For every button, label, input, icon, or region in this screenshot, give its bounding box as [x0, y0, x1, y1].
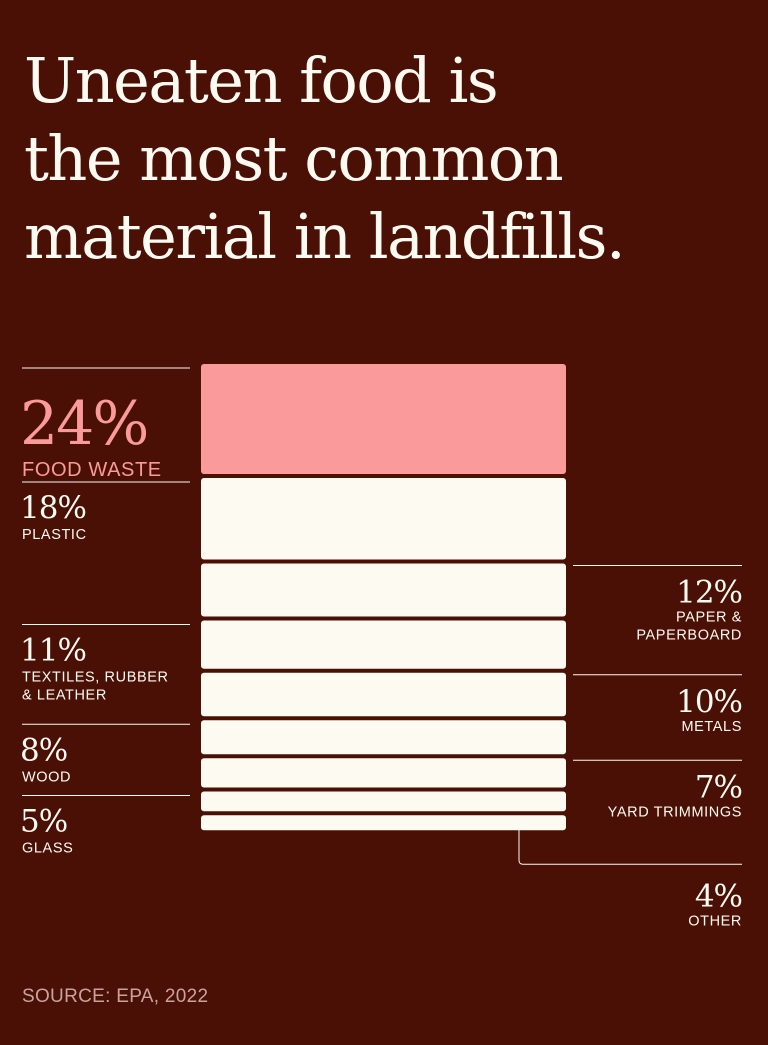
pct-label-other: 4% [695, 878, 742, 914]
pct-label-yard-trimmings: 7% [695, 769, 742, 805]
source-note: SOURCE: EPA, 2022 [22, 986, 209, 1007]
bar-other [201, 815, 566, 831]
bar-food-waste [201, 364, 566, 474]
category-label-other: OTHER [688, 913, 742, 929]
title-line-2: the most common [24, 122, 564, 195]
pct-label-food-waste: 24% [20, 389, 147, 459]
chart-title: Uneaten food is the most common material… [24, 42, 744, 276]
pct-label-metals: 10% [676, 684, 742, 720]
bar-paper-paperboard [201, 563, 566, 617]
bar-yard-trimmings [201, 758, 566, 788]
category-label-paper-paperboard: PAPER & [676, 610, 742, 626]
bar-textiles-rubber-leather [201, 620, 566, 669]
pct-label-glass: 5% [20, 804, 67, 840]
bar-wood [201, 720, 566, 755]
category-label-yard-trimmings: YARD TRIMMINGS [608, 804, 742, 820]
category-label-textiles-rubber-leather: & LEATHER [22, 688, 107, 704]
category-label-wood: WOOD [22, 769, 71, 785]
category-label-paper-paperboard: PAPERBOARD [636, 628, 742, 644]
bar-glass [201, 791, 566, 812]
pct-label-wood: 8% [20, 732, 67, 768]
title-line-1: Uneaten food is [24, 44, 499, 117]
category-label-food-waste: FOOD WASTE [22, 459, 162, 481]
pct-label-plastic: 18% [20, 490, 86, 526]
pct-label-paper-paperboard: 12% [676, 575, 742, 611]
title-line-3: material in landfills. [24, 200, 626, 273]
category-label-plastic: PLASTIC [22, 527, 87, 543]
leader-other [518, 820, 742, 865]
bar-metals [201, 672, 566, 717]
pct-label-textiles-rubber-leather: 11% [20, 633, 86, 669]
bar-plastic [201, 478, 566, 560]
category-label-glass: GLASS [22, 841, 73, 857]
category-label-textiles-rubber-leather: TEXTILES, RUBBER [22, 670, 169, 686]
category-label-metals: METALS [681, 719, 742, 735]
